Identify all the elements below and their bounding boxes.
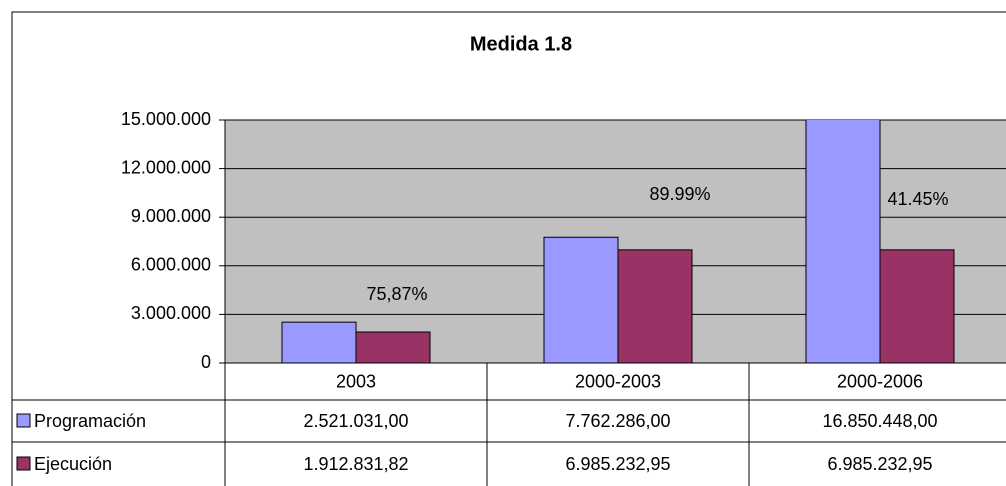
table-value: 16.850.448,00 <box>822 411 937 431</box>
y-tick-label: 0 <box>201 352 211 372</box>
x-tick-label: 2003 <box>336 371 376 391</box>
y-tick-label: 15.000.000 <box>121 109 211 129</box>
bar <box>543 236 619 363</box>
legend-label: Programación <box>34 411 146 431</box>
y-tick-label: 9.000.000 <box>131 206 211 226</box>
bar <box>805 120 881 363</box>
table-value: 2.521.031,00 <box>303 411 408 431</box>
x-tick-label: 2000-2003 <box>575 371 661 391</box>
x-tick-label: 2000-2006 <box>837 371 923 391</box>
annotation: 89.99% <box>649 184 710 204</box>
legend-label: Ejecución <box>34 454 112 474</box>
bar <box>355 331 431 363</box>
bars <box>281 120 955 363</box>
legend-swatch <box>16 413 31 428</box>
annotation: 75,87% <box>366 284 427 304</box>
bar <box>879 249 955 363</box>
legend-swatch <box>16 456 31 471</box>
y-tick-label: 12.000.000 <box>121 157 211 177</box>
table-value: 1.912.831,82 <box>303 454 408 474</box>
table-value: 7.762.286,00 <box>565 411 670 431</box>
chart-title: Medida 1.8 <box>470 33 572 55</box>
y-tick-label: 6.000.000 <box>131 255 211 275</box>
table-value: 6.985.232,95 <box>827 454 932 474</box>
table-value: 6.985.232,95 <box>565 454 670 474</box>
annotation: 41.45% <box>887 189 948 209</box>
y-tick-label: 3.000.000 <box>131 303 211 323</box>
bar <box>617 249 693 363</box>
bar <box>281 321 357 363</box>
